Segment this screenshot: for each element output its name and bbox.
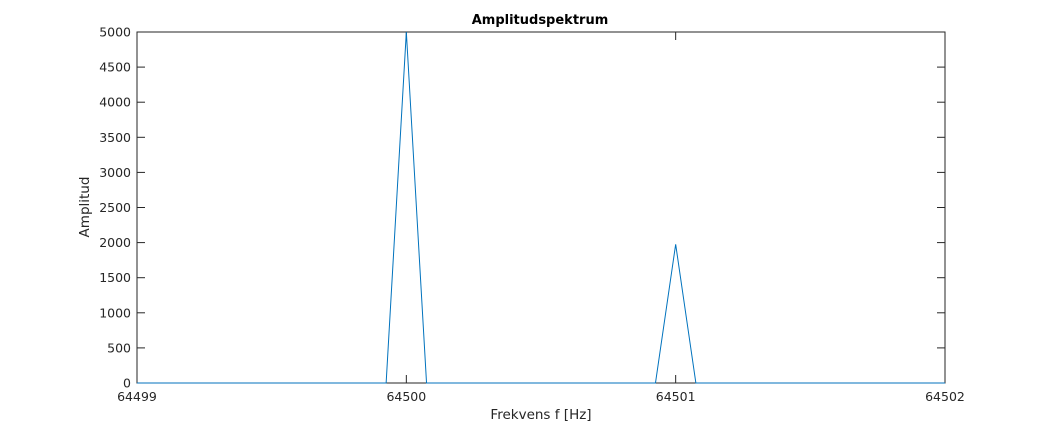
y-axis-label: Amplitud xyxy=(77,177,93,238)
y-tick-label: 500 xyxy=(107,340,131,355)
x-tick-label: 64501 xyxy=(656,389,696,404)
x-tick-label: 64500 xyxy=(386,389,426,404)
y-tick-label: 2000 xyxy=(99,235,131,250)
x-axis-label: Frekvens f [Hz] xyxy=(490,407,591,423)
y-tick-label: 1000 xyxy=(99,305,131,320)
plot-area-frame xyxy=(136,31,946,384)
series-line-0 xyxy=(137,31,945,384)
y-tick-label: 1500 xyxy=(99,270,131,285)
y-axis-ticks: 0 500 1000 1500 2000 2500 3000 3500 4000 4500 5000 xyxy=(99,25,945,391)
series-layer xyxy=(137,31,945,384)
y-tick-label: 4500 xyxy=(99,60,131,75)
chart-title: Amplitudspektrum xyxy=(472,13,609,28)
y-tick-label: 4000 xyxy=(99,95,131,110)
x-axis-ticks: 64499 64500 64501 64502 xyxy=(117,32,965,404)
x-tick-label: 64499 xyxy=(117,389,157,404)
y-tick-label: 5000 xyxy=(99,25,131,40)
y-tick-label: 2500 xyxy=(99,200,131,215)
x-tick-label: 64502 xyxy=(925,389,965,404)
y-tick-label: 0 xyxy=(123,376,131,391)
y-tick-label: 3000 xyxy=(99,165,131,180)
y-tick-label: 3500 xyxy=(99,130,131,145)
